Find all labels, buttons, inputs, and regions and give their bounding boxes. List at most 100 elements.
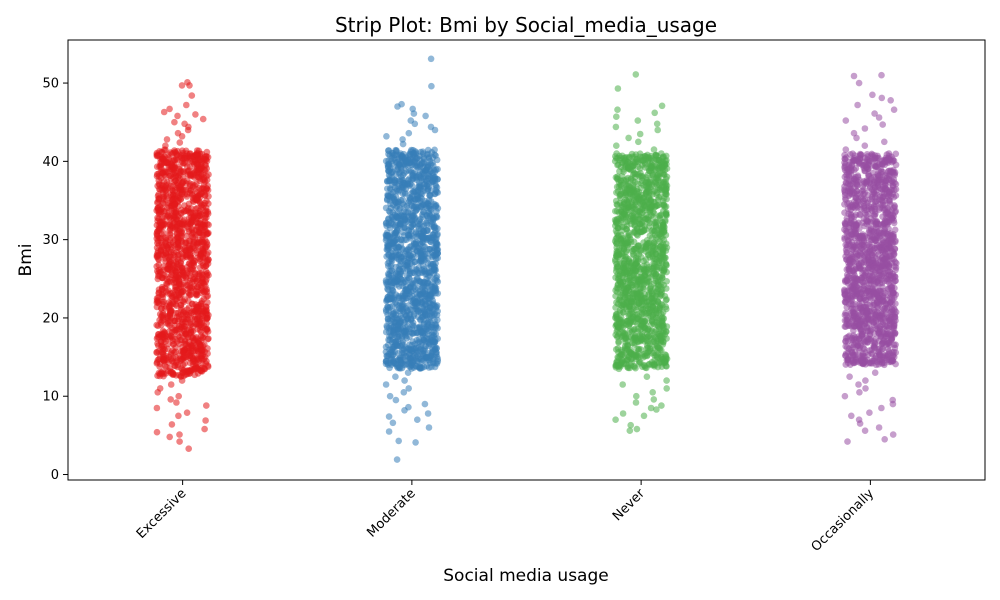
- strip-point: [631, 318, 639, 326]
- strip-point: [634, 328, 642, 335]
- data-point: [186, 82, 193, 89]
- strip-point: [650, 320, 658, 328]
- strip-point: [633, 306, 640, 314]
- strip-point: [168, 246, 175, 254]
- strip-point: [412, 298, 420, 306]
- strip-point: [163, 314, 171, 321]
- strip-point: [428, 221, 436, 228]
- strip-point: [161, 212, 169, 220]
- strip-point: [431, 177, 439, 184]
- strip-point: [405, 205, 412, 212]
- data-point: [393, 456, 401, 463]
- data-point: [167, 396, 174, 403]
- strip-point: [186, 163, 194, 170]
- strip-point: [386, 295, 394, 302]
- strip-point: [400, 308, 407, 315]
- plot-area: [153, 55, 900, 463]
- data-point: [392, 373, 399, 381]
- strip-point: [417, 161, 424, 169]
- strip-point: [196, 270, 204, 277]
- strip-point: [396, 265, 404, 273]
- data-point: [614, 106, 621, 113]
- strip-point: [204, 328, 212, 335]
- strip-point: [188, 231, 195, 239]
- data-point: [640, 412, 648, 420]
- strip-point: [432, 274, 440, 282]
- data-point: [392, 338, 400, 345]
- strip-point: [385, 160, 393, 168]
- data-point: [188, 92, 196, 99]
- data-point: [202, 417, 209, 424]
- strip-point: [427, 191, 434, 199]
- data-point: [389, 419, 397, 427]
- strip-point: [624, 277, 632, 285]
- strip-point: [434, 241, 441, 248]
- data-point: [431, 126, 439, 134]
- strip-point: [408, 182, 416, 189]
- strip-point: [391, 231, 398, 239]
- strip-point: [167, 300, 174, 308]
- data-point: [414, 416, 421, 424]
- strip-point: [184, 282, 191, 289]
- strip-point: [194, 212, 202, 220]
- strip-point: [414, 324, 421, 332]
- strip-point: [187, 158, 194, 165]
- strip-point: [191, 371, 198, 379]
- data-point: [613, 113, 620, 120]
- strip-point: [158, 155, 166, 163]
- strip-point: [429, 231, 437, 238]
- strip-point: [203, 286, 210, 293]
- strip-point: [166, 334, 174, 342]
- strip-point: [162, 242, 170, 250]
- strip-point: [613, 155, 620, 162]
- strip-point: [417, 316, 424, 323]
- strip-point: [384, 260, 392, 267]
- strip-point: [157, 321, 165, 329]
- data-point: [425, 424, 433, 431]
- strip-point: [186, 189, 194, 197]
- strip-point: [421, 308, 428, 315]
- strip-point: [617, 163, 625, 171]
- strip-point: [617, 260, 625, 267]
- strip-point: [387, 322, 395, 330]
- strip-point: [425, 364, 433, 371]
- data-point: [653, 120, 661, 128]
- strip-point: [156, 210, 163, 218]
- strip-point: [160, 356, 167, 364]
- strip-point: [385, 168, 393, 175]
- strip-point: [645, 222, 653, 230]
- strip-point: [158, 305, 165, 312]
- data-point: [427, 55, 435, 63]
- strip-point: [191, 313, 199, 321]
- strip-point: [621, 253, 628, 260]
- strip-point: [178, 270, 185, 278]
- strip-point: [395, 251, 402, 259]
- data-point: [614, 85, 622, 92]
- strip-point: [171, 276, 178, 284]
- strip-point: [635, 345, 643, 353]
- strip-point: [408, 227, 415, 234]
- strip-point: [635, 313, 643, 320]
- strip-point: [195, 163, 203, 171]
- strip-point: [415, 363, 422, 371]
- data-point: [401, 377, 408, 384]
- strip-point: [662, 187, 670, 195]
- strip-point: [640, 361, 648, 369]
- strip-point: [656, 213, 663, 220]
- strip-point: [406, 265, 413, 273]
- strip-point: [392, 311, 400, 319]
- strip-point: [172, 344, 179, 351]
- strip-point: [660, 194, 668, 202]
- strip-point: [178, 264, 185, 272]
- strip-point: [187, 320, 195, 328]
- data-point: [645, 291, 653, 298]
- data-point: [424, 410, 432, 417]
- strip-point: [186, 209, 193, 216]
- data-point: [392, 396, 400, 404]
- data-point: [415, 291, 423, 298]
- data-point: [178, 82, 186, 89]
- strip-point: [653, 256, 660, 263]
- strip-point: [612, 197, 620, 205]
- strip-point: [199, 259, 206, 267]
- chart-title: Strip Plot: Bmi by Social_media_usage: [335, 13, 717, 37]
